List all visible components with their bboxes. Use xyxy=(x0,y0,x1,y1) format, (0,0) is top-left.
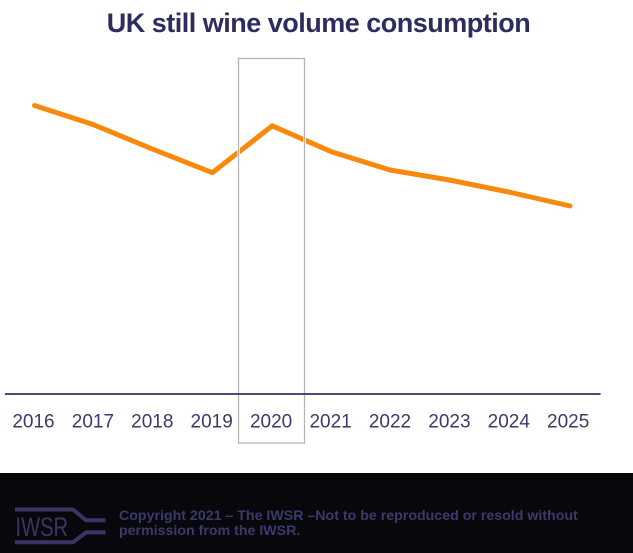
svg-text:2017: 2017 xyxy=(72,412,114,433)
svg-text:2022: 2022 xyxy=(369,412,411,433)
svg-text:IWSR: IWSR xyxy=(16,512,69,542)
svg-text:2020: 2020 xyxy=(250,412,292,433)
svg-text:2019: 2019 xyxy=(191,412,233,433)
svg-text:2024: 2024 xyxy=(488,412,531,433)
svg-text:2025: 2025 xyxy=(547,412,589,433)
svg-text:2016: 2016 xyxy=(12,412,54,433)
svg-text:2023: 2023 xyxy=(428,412,470,433)
svg-text:2018: 2018 xyxy=(131,412,173,433)
svg-text:2021: 2021 xyxy=(309,412,351,433)
